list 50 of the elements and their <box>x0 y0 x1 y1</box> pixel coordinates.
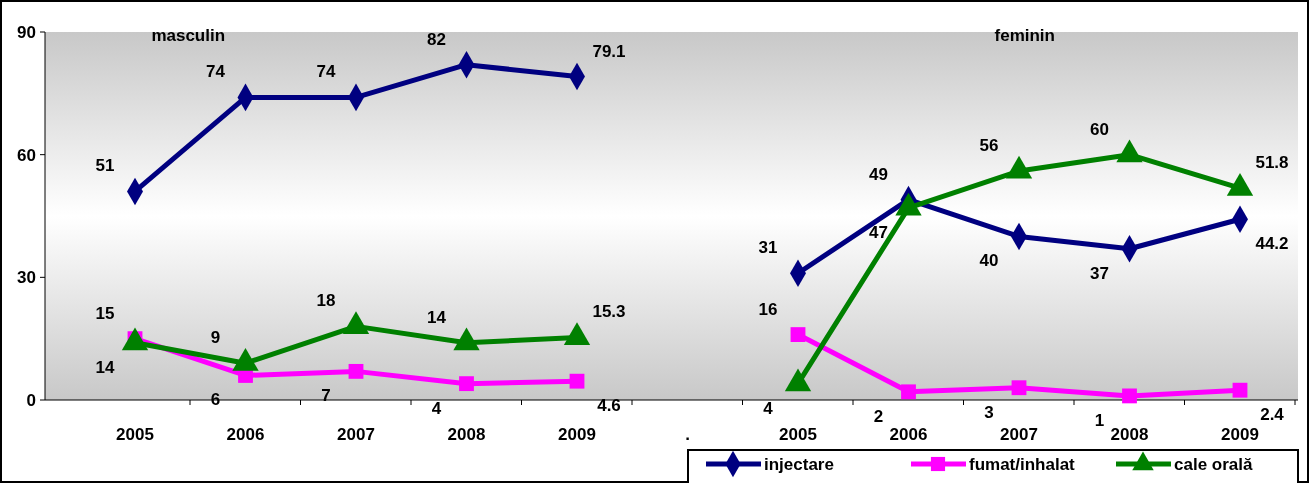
data-label: 14 <box>427 307 447 327</box>
data-label: 7 <box>321 386 331 406</box>
data-label: 2 <box>873 406 884 426</box>
legend-label: cale orală <box>1174 455 1253 474</box>
x-tick-label: . <box>685 425 690 444</box>
data-label: 16 <box>758 299 778 319</box>
data-label: 4 <box>431 398 442 418</box>
x-tick-label: 2005 <box>116 425 154 444</box>
data-label: 49 <box>869 164 888 184</box>
data-label: 44.2 <box>1255 234 1289 254</box>
annotation: feminin <box>994 26 1055 45</box>
data-label: 56 <box>979 136 999 156</box>
data-label: 3 <box>984 402 994 422</box>
data-label: 79.1 <box>592 41 626 61</box>
y-tick-label: 90 <box>17 23 36 42</box>
y-tick-label: 0 <box>26 391 36 410</box>
data-label: 47 <box>869 222 888 242</box>
data-label: 15 <box>95 303 115 323</box>
data-label: 4 <box>763 398 774 418</box>
data-label: 60 <box>1090 119 1109 139</box>
data-label: 15.3 <box>592 302 626 322</box>
data-label: 31 <box>758 238 778 258</box>
annotation: masculin <box>151 26 226 45</box>
data-label: 6 <box>210 390 221 410</box>
x-tick-label: 2006 <box>226 425 265 444</box>
x-tick-label: 2009 <box>1221 425 1259 444</box>
data-label: 82 <box>427 29 446 49</box>
data-label: 14 <box>95 357 115 377</box>
x-tick-label: 2007 <box>337 425 375 444</box>
x-tick-label: 2007 <box>1000 425 1038 444</box>
x-tick-label: 2006 <box>889 425 928 444</box>
data-label: 18 <box>316 291 336 311</box>
x-tick-label: 2008 <box>447 425 486 444</box>
data-label: 37 <box>1090 263 1109 283</box>
data-label: 40 <box>979 251 999 271</box>
data-label: 2.4 <box>1260 405 1285 425</box>
data-label: 51 <box>95 156 115 176</box>
y-tick-label: 30 <box>17 268 36 288</box>
x-tick-label: 2005 <box>779 425 817 444</box>
data-label: 51.8 <box>1255 153 1289 173</box>
y-tick-label: 60 <box>17 145 36 165</box>
data-label: 9 <box>210 328 221 348</box>
legend-label: fumat/inhalat <box>969 455 1076 474</box>
data-label: 4.6 <box>597 396 621 416</box>
data-label: 74 <box>316 62 336 82</box>
x-tick-label: 2009 <box>558 425 596 444</box>
data-label: 1 <box>1094 410 1105 430</box>
legend-label: injectare <box>764 455 834 474</box>
x-tick-label: 2008 <box>1110 425 1149 444</box>
data-label: 74 <box>206 62 226 82</box>
